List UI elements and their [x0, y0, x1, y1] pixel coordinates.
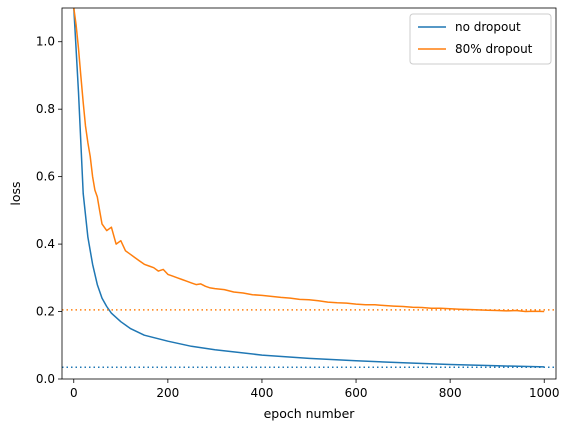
x-tick-label: 200: [156, 386, 179, 400]
y-tick-label: 1.0: [36, 35, 55, 49]
series-line-1: [73, 8, 545, 313]
x-tick-label: 0: [70, 386, 78, 400]
y-tick-label: 0.8: [36, 102, 55, 116]
legend: no dropout 80% dropout: [409, 13, 552, 65]
y-tick-label: 0.0: [36, 372, 55, 386]
x-tick-label: 600: [345, 386, 368, 400]
x-axis-label: epoch number: [264, 406, 356, 421]
plot-frame: [61, 7, 557, 380]
x-ticks: 0 200 400 600 800 1000: [70, 379, 560, 400]
legend-label-no-dropout: no dropout: [455, 20, 521, 34]
plot-area: [62, 8, 556, 379]
x-tick-label: 1000: [529, 386, 560, 400]
y-axis-label: loss: [8, 181, 23, 205]
reference-lines-layer: [62, 309, 556, 368]
x-tick-label: 400: [250, 386, 273, 400]
series-line-0: [73, 8, 545, 368]
y-ticks: 0.0 0.2 0.4 0.6 0.8 1.0: [36, 35, 62, 386]
legend-label-80-dropout: 80% dropout: [455, 42, 533, 56]
series-layer: [73, 8, 545, 368]
y-tick-label: 0.2: [36, 305, 55, 319]
x-tick-label: 800: [439, 386, 462, 400]
y-tick-label: 0.6: [36, 170, 55, 184]
y-tick-label: 0.4: [36, 237, 55, 251]
